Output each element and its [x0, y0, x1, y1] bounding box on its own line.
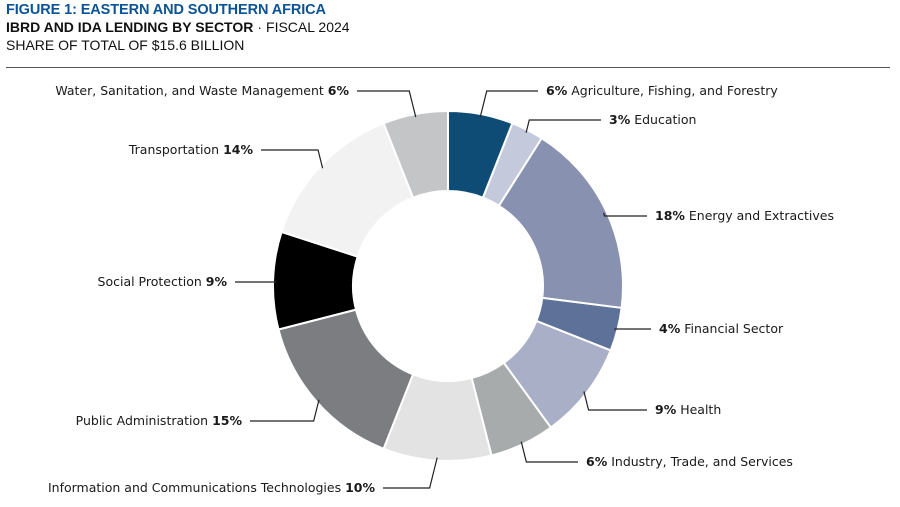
label-pct-health: 9% — [655, 402, 677, 417]
figure-note: SHARE OF TOTAL OF $15.6 BILLION — [6, 37, 245, 53]
label-social-protection: Social Protection 9% — [98, 274, 228, 289]
leader-line-social-protection — [235, 280, 277, 283]
label-name-public-administration: Public Administration — [76, 413, 212, 428]
label-energy-and-extractives: 18% Energy and Extractives — [655, 208, 834, 223]
label-health: 9% Health — [655, 402, 721, 417]
leader-line-health — [583, 391, 647, 411]
label-pct-public-administration: 15% — [212, 413, 242, 428]
label-name-financial-sector: Financial Sector — [680, 321, 784, 336]
leader-line-public-administration — [250, 399, 320, 422]
leader-line-energy-and-extractives — [603, 212, 647, 217]
label-transportation: Transportation 14% — [128, 142, 254, 157]
label-pct-social-protection: 9% — [206, 274, 228, 289]
chart-header: FIGURE 1: EASTERN AND SOUTHERN AFRICA IB… — [6, 2, 890, 54]
leader-line-industry-trade-and-services — [520, 441, 578, 463]
leader-line-water-sanitation-and-waste-management — [357, 90, 417, 118]
subtitle-fiscal-year: FISCAL 2024 — [266, 19, 350, 35]
label-name-transportation: Transportation — [128, 142, 223, 157]
leader-lines — [235, 90, 651, 489]
donut-slices — [272, 109, 624, 462]
label-public-administration: Public Administration 15% — [76, 413, 243, 428]
label-information-and-communications-technologies: Information and Communications Technolog… — [48, 480, 376, 495]
label-name-information-and-communications-technologies: Information and Communications Technolog… — [48, 480, 345, 495]
label-pct-transportation: 14% — [223, 142, 253, 157]
label-pct-agriculture-fishing-and-forestry: 6% — [546, 83, 568, 98]
subtitle-separator: · — [257, 19, 263, 35]
label-industry-trade-and-services: 6% Industry, Trade, and Services — [586, 454, 793, 469]
label-pct-education: 3% — [609, 112, 631, 127]
header-divider — [6, 67, 890, 68]
label-pct-industry-trade-and-services: 6% — [586, 454, 608, 469]
leader-line-transportation — [261, 149, 324, 169]
label-name-health: Health — [676, 402, 721, 417]
label-name-water-sanitation-and-waste-management: Water, Sanitation, and Waste Management — [55, 83, 327, 98]
slice-public-administration — [277, 308, 415, 451]
label-name-agriculture-fishing-and-forestry: Agriculture, Fishing, and Forestry — [567, 83, 778, 98]
label-pct-energy-and-extractives: 18% — [655, 208, 685, 223]
label-water-sanitation-and-waste-management: Water, Sanitation, and Waste Management … — [55, 83, 349, 98]
slice-labels: 6% Agriculture, Fishing, and Forestry 3% … — [48, 83, 834, 495]
label-name-social-protection: Social Protection — [98, 274, 206, 289]
leader-line-education — [525, 119, 601, 133]
label-education: 3% Education — [609, 112, 696, 127]
leader-line-information-and-communications-technologies — [383, 457, 438, 489]
figure-title: FIGURE 1: EASTERN AND SOUTHERN AFRICA — [6, 2, 326, 18]
label-name-education: Education — [630, 112, 696, 127]
label-name-industry-trade-and-services: Industry, Trade, and Services — [607, 454, 793, 469]
subtitle-main: IBRD AND IDA LENDING BY SECTOR — [6, 19, 254, 35]
slice-water-sanitation-and-waste-management — [382, 109, 449, 199]
label-financial-sector: 4% Financial Sector — [659, 321, 784, 336]
label-name-energy-and-extractives: Energy and Extractives — [685, 208, 834, 223]
figure-subtitle: IBRD AND IDA LENDING BY SECTOR · FISCAL 20… — [6, 19, 890, 36]
label-agriculture-fishing-and-forestry: 6% Agriculture, Fishing, and Forestry — [546, 83, 778, 98]
label-pct-financial-sector: 4% — [659, 321, 681, 336]
label-pct-water-sanitation-and-waste-management: 6% — [328, 83, 350, 98]
leader-line-agriculture-fishing-and-forestry — [479, 90, 538, 118]
label-pct-information-and-communications-technologies: 10% — [345, 480, 375, 495]
